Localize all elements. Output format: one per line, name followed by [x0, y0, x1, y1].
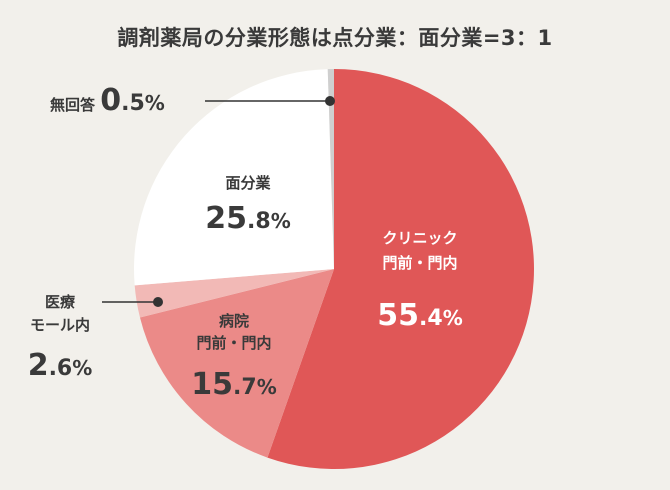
slice-label-2: 医療モール内 [30, 293, 90, 334]
slice-value-1: 15.7% [191, 367, 276, 402]
slice-value-3: 25.8% [205, 201, 290, 236]
pie-slice-0 [267, 69, 534, 470]
slice-label-0: クリニック門前・門内 [382, 229, 457, 272]
slice-value-0: 55.4% [377, 298, 462, 333]
chart-title: 調剤薬局の分業形態は点分業：面分業=3：1 [117, 26, 553, 50]
pie-slice-3 [134, 69, 334, 286]
slice-label-1: 病院門前・門内 [196, 312, 271, 352]
slice-value-2: 2.6% [28, 348, 93, 383]
pie-slice-2 [134, 269, 334, 318]
pie-slice-1 [139, 269, 334, 458]
slice-label-3: 面分業 [225, 174, 271, 192]
leader-dot-2 [153, 297, 163, 307]
slice-label-4: 無回答 0.5% [50, 83, 165, 118]
leader-dot-4 [325, 96, 335, 106]
pie-slice-4 [327, 69, 334, 269]
